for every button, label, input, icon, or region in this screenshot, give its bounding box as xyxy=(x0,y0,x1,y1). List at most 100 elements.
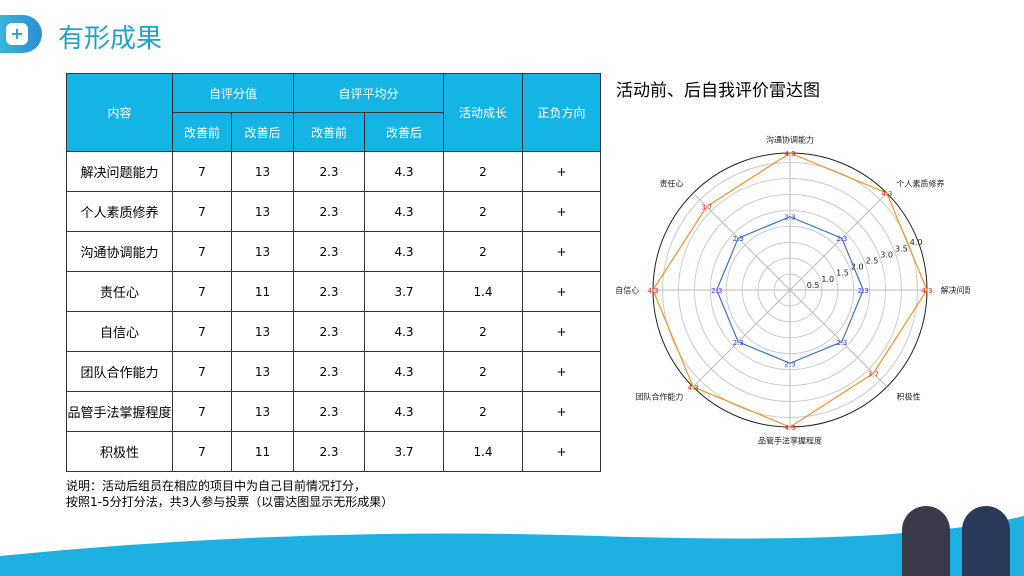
data-label: 4.3 xyxy=(784,424,795,432)
category-label: 自信心 xyxy=(615,285,639,295)
header-before: 改善前 xyxy=(293,112,365,152)
radial-tick-label: 2.0 xyxy=(851,263,864,272)
hexagon-plus-icon: + xyxy=(6,23,28,45)
table-cell: 2.3 xyxy=(293,231,365,272)
radial-tick-label: 3.0 xyxy=(880,250,893,259)
data-label: 4.3 xyxy=(784,150,795,158)
table-row: 沟通协调能力 7 13 2.3 4.3 2 + xyxy=(66,231,601,272)
data-label: 4.3 xyxy=(688,384,699,392)
radar-chart: 0.51.01.52.02.53.03.54.0 解决问题能力 个人素质修养 沟通协调… xyxy=(615,134,970,446)
table-cell: 积极性 xyxy=(66,431,173,472)
table-cell: + xyxy=(522,391,601,432)
table-cell: 2 xyxy=(443,391,523,432)
table-cell: 2.3 xyxy=(293,431,365,472)
data-label: 3.7 xyxy=(701,204,712,212)
table-cell: 13 xyxy=(231,351,294,392)
header-after: 改善后 xyxy=(364,112,444,152)
table-cell: 1.4 xyxy=(443,431,523,472)
doctor-illustration xyxy=(962,506,1010,576)
header-content: 内容 xyxy=(66,73,173,152)
radial-tick-label: 4.0 xyxy=(910,238,923,247)
spoke xyxy=(692,289,791,388)
data-label: 4.3 xyxy=(647,287,658,295)
data-label: 2.3 xyxy=(858,287,869,295)
table-cell: 2 xyxy=(443,311,523,352)
results-table: 内容 自评分值 自评平均分 活动成长 正负方向 改善前 改善后 改善前 改善后 … xyxy=(66,73,601,472)
table-cell: 7 xyxy=(172,391,232,432)
category-label: 沟通协调能力 xyxy=(766,134,814,144)
table-cell: 解决问题能力 xyxy=(66,151,173,192)
spoke xyxy=(692,192,791,291)
table-row: 个人素质修养 7 13 2.3 4.3 2 + xyxy=(66,191,601,232)
table-cell: 2.3 xyxy=(293,191,365,232)
category-label: 解决问题能力 xyxy=(941,285,970,295)
table-cell: 13 xyxy=(231,191,294,232)
footer-wave xyxy=(0,516,1024,576)
spoke xyxy=(789,289,888,388)
category-label: 品管手法掌握程度 xyxy=(758,436,822,446)
header-growth: 活动成长 xyxy=(443,73,523,152)
header-before: 改善前 xyxy=(172,112,232,152)
table-cell: 7 xyxy=(172,151,232,192)
table-cell: 2.3 xyxy=(293,391,365,432)
table-cell: 13 xyxy=(231,151,294,192)
table-cell: 品管手法掌握程度 xyxy=(66,391,173,432)
category-label: 积极性 xyxy=(897,392,921,402)
table-cell: + xyxy=(522,231,601,272)
table-row: 积极性 7 11 2.3 3.7 1.4 + xyxy=(66,431,601,472)
header-self-score: 自评分值 xyxy=(172,73,294,113)
data-label: 2.3 xyxy=(784,214,795,222)
data-label: 2.3 xyxy=(711,287,722,295)
table-cell: + xyxy=(522,191,601,232)
radial-tick-label: 2.5 xyxy=(866,257,879,266)
radial-tick-label: 0.5 xyxy=(807,281,820,290)
data-label: 2.3 xyxy=(836,235,847,243)
table-row: 责任心 7 11 2.3 3.7 1.4 + xyxy=(66,271,601,312)
data-label: 4.3 xyxy=(921,287,932,295)
table-cell: 7 xyxy=(172,431,232,472)
table-cell: 2 xyxy=(443,351,523,392)
table-cell: 个人素质修养 xyxy=(66,191,173,232)
data-label: 2.3 xyxy=(733,339,744,347)
series-line-0 xyxy=(716,216,864,364)
table-cell: 4.3 xyxy=(364,191,444,232)
page-title: 有形成果 xyxy=(58,24,163,54)
chart-title: 活动前、后自我评价雷达图 xyxy=(616,81,820,101)
table-row: 解决问题能力 7 13 2.3 4.3 2 + xyxy=(66,151,601,192)
table-row: 自信心 7 13 2.3 4.3 2 + xyxy=(66,311,601,352)
table-cell: 3.7 xyxy=(364,431,444,472)
series-line-1 xyxy=(652,152,928,428)
table-cell: 2.3 xyxy=(293,151,365,192)
table-cell: 沟通协调能力 xyxy=(66,231,173,272)
table-row: 品管手法掌握程度 7 13 2.3 4.3 2 + xyxy=(66,391,601,432)
header-badge: + xyxy=(0,15,42,53)
category-label: 团队合作能力 xyxy=(635,392,683,402)
table-cell: 2 xyxy=(443,151,523,192)
header-self-avg: 自评平均分 xyxy=(293,73,444,113)
table-cell: 4.3 xyxy=(364,351,444,392)
table-cell: 自信心 xyxy=(66,311,173,352)
table-cell: 4.3 xyxy=(364,231,444,272)
table-cell: + xyxy=(522,431,601,472)
table-row: 团队合作能力 7 13 2.3 4.3 2 + xyxy=(66,351,601,392)
table-cell: 2 xyxy=(443,191,523,232)
header-after: 改善后 xyxy=(231,112,294,152)
spoke xyxy=(789,192,888,291)
table-cell: 1.4 xyxy=(443,271,523,312)
table-cell: 4.3 xyxy=(364,151,444,192)
table-cell: 4.3 xyxy=(364,311,444,352)
table-cell: 7 xyxy=(172,311,232,352)
table-cell: 13 xyxy=(231,231,294,272)
table-cell: 11 xyxy=(231,271,294,312)
radial-tick-label: 3.5 xyxy=(895,244,908,253)
table-cell: 2.3 xyxy=(293,311,365,352)
table-cell: 4.3 xyxy=(364,391,444,432)
data-label: 2.3 xyxy=(836,339,847,347)
table-cell: 13 xyxy=(231,391,294,432)
data-label: 2.3 xyxy=(784,360,795,368)
header-direction: 正负方向 xyxy=(522,73,601,152)
data-label: 2.3 xyxy=(733,235,744,243)
table-cell: 7 xyxy=(172,271,232,312)
category-label: 个人素质修养 xyxy=(897,178,945,188)
table-cell: 2.3 xyxy=(293,351,365,392)
